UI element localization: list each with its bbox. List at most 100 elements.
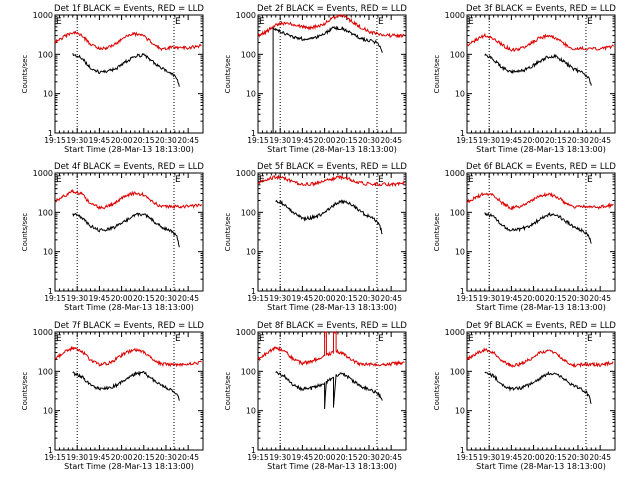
panel-title: Det 1f BLACK = Events, RED = LLD	[54, 4, 204, 14]
plot-frame	[257, 331, 407, 451]
x-tick-label: 20:15	[133, 136, 155, 145]
x-tick-label: 19:30	[269, 136, 291, 145]
series-line-lld	[466, 347, 614, 369]
y-tick-label: 1000	[33, 11, 53, 20]
event-marker: E	[587, 334, 593, 344]
y-tick-label: 1	[251, 287, 256, 296]
y-tick-label: 100	[38, 367, 53, 376]
x-axis-label: Start Time (28-Mar-13 18:13:00)	[476, 462, 606, 471]
y-axis-label: Counts/sec	[224, 372, 232, 411]
panel-title: Det 8f BLACK = Events, RED = LLD	[257, 321, 407, 331]
y-tick-label: 1	[460, 287, 465, 296]
y-tick-label: 1000	[33, 328, 53, 337]
panel-title: Det 9f BLACK = Events, RED = LLD	[466, 321, 616, 331]
y-tick-label: 1000	[445, 169, 465, 178]
event-marker: E	[587, 175, 593, 185]
x-tick-label: 20:00	[314, 453, 336, 462]
event-marker: E	[259, 334, 265, 344]
x-tick-label: 20:15	[545, 294, 567, 303]
panel-det-4: Det 4f BLACK = Events, RED = LLD 1 10 100 10…	[21, 162, 204, 312]
x-axis-label: Start Time (28-Mar-13 18:13:00)	[64, 303, 194, 312]
y-tick-label: 10	[43, 90, 53, 99]
x-tick-label: 20:45	[177, 136, 199, 145]
panel-title: Det 5f BLACK = Events, RED = LLD	[257, 162, 407, 172]
x-tick-label: 20:00	[523, 294, 545, 303]
series-line-lld	[54, 30, 202, 52]
x-tick-label: 20:45	[589, 453, 611, 462]
y-tick-label: 1000	[445, 328, 465, 337]
event-marker: E	[468, 175, 474, 185]
x-tick-label: 20:45	[177, 453, 199, 462]
x-tick-label: 20:15	[336, 294, 358, 303]
x-tick-label: 19:45	[89, 294, 111, 303]
x-tick-label: 20:30	[567, 136, 589, 145]
x-tick-label: 19:45	[501, 294, 523, 303]
series-line-events	[484, 53, 592, 86]
x-tick-label: 19:30	[269, 294, 291, 303]
series-line-events	[275, 371, 383, 410]
y-tick-label: 1000	[236, 169, 256, 178]
series-line-lld	[257, 13, 405, 39]
event-marker: E	[468, 334, 474, 344]
y-tick-label: 100	[450, 367, 465, 376]
panel-det-3: Det 3f BLACK = Events, RED = LLD 1 10 100 10…	[433, 4, 616, 154]
x-tick-label: 19:15	[247, 136, 269, 145]
y-axis-label: Counts/sec	[21, 213, 29, 252]
x-tick-label: 20:15	[545, 136, 567, 145]
plot-frame	[54, 331, 204, 451]
x-tick-label: 20:15	[336, 136, 358, 145]
x-tick-label: 19:15	[247, 453, 269, 462]
y-axis-label: Counts/sec	[433, 55, 441, 94]
plot-frame	[466, 14, 616, 134]
x-tick-label: 20:00	[111, 136, 133, 145]
x-tick-label: 20:00	[314, 136, 336, 145]
y-tick-label: 100	[241, 208, 256, 217]
y-tick-label: 1000	[236, 328, 256, 337]
y-tick-label: 1	[251, 129, 256, 138]
x-tick-label: 20:15	[133, 294, 155, 303]
x-tick-label: 19:15	[44, 136, 66, 145]
plot-frame	[466, 172, 616, 292]
x-tick-label: 20:30	[567, 453, 589, 462]
x-tick-label: 20:30	[155, 453, 177, 462]
x-tick-label: 20:30	[155, 294, 177, 303]
y-tick-label: 100	[38, 208, 53, 217]
x-axis-label: Start Time (28-Mar-13 18:13:00)	[64, 462, 194, 471]
event-marker: E	[56, 17, 62, 27]
plot-frame	[257, 172, 407, 292]
x-axis-label: Start Time (28-Mar-13 18:13:00)	[476, 303, 606, 312]
x-tick-label: 19:30	[66, 294, 88, 303]
y-tick-label: 10	[246, 248, 256, 257]
panel-title: Det 2f BLACK = Events, RED = LLD	[257, 4, 407, 14]
x-tick-label: 20:45	[177, 294, 199, 303]
y-tick-label: 100	[450, 50, 465, 59]
x-axis-label: Start Time (28-Mar-13 18:13:00)	[476, 145, 606, 154]
x-tick-label: 20:30	[358, 453, 380, 462]
x-tick-label: 20:45	[380, 294, 402, 303]
y-tick-label: 10	[455, 248, 465, 257]
panel-title: Det 6f BLACK = Events, RED = LLD	[466, 162, 616, 172]
series-line-events	[484, 211, 592, 244]
panel-det-8: Det 8f BLACK = Events, RED = LLD 1 10 100 10…	[224, 321, 407, 471]
x-tick-label: 19:15	[44, 294, 66, 303]
x-tick-label: 19:30	[478, 294, 500, 303]
series-line-lld	[257, 330, 405, 367]
event-marker: E	[378, 175, 384, 185]
y-axis-label: Counts/sec	[21, 55, 29, 94]
panel-det-7: Det 7f BLACK = Events, RED = LLD 1 10 100 10…	[21, 321, 204, 471]
series-line-events	[484, 370, 592, 404]
x-tick-label: 19:15	[44, 453, 66, 462]
x-tick-label: 20:45	[589, 294, 611, 303]
x-tick-label: 20:00	[523, 136, 545, 145]
y-axis-label: Counts/sec	[433, 213, 441, 252]
x-tick-label: 19:30	[478, 136, 500, 145]
event-marker: E	[378, 17, 384, 27]
panel-title: Det 3f BLACK = Events, RED = LLD	[466, 4, 616, 14]
series-line-events	[275, 199, 383, 235]
panel-det-6: Det 6f BLACK = Events, RED = LLD 1 10 100 10…	[433, 162, 616, 312]
plot-frame	[466, 331, 616, 451]
x-tick-label: 19:15	[456, 294, 478, 303]
x-tick-label: 20:15	[336, 453, 358, 462]
series-line-lld	[466, 191, 614, 211]
